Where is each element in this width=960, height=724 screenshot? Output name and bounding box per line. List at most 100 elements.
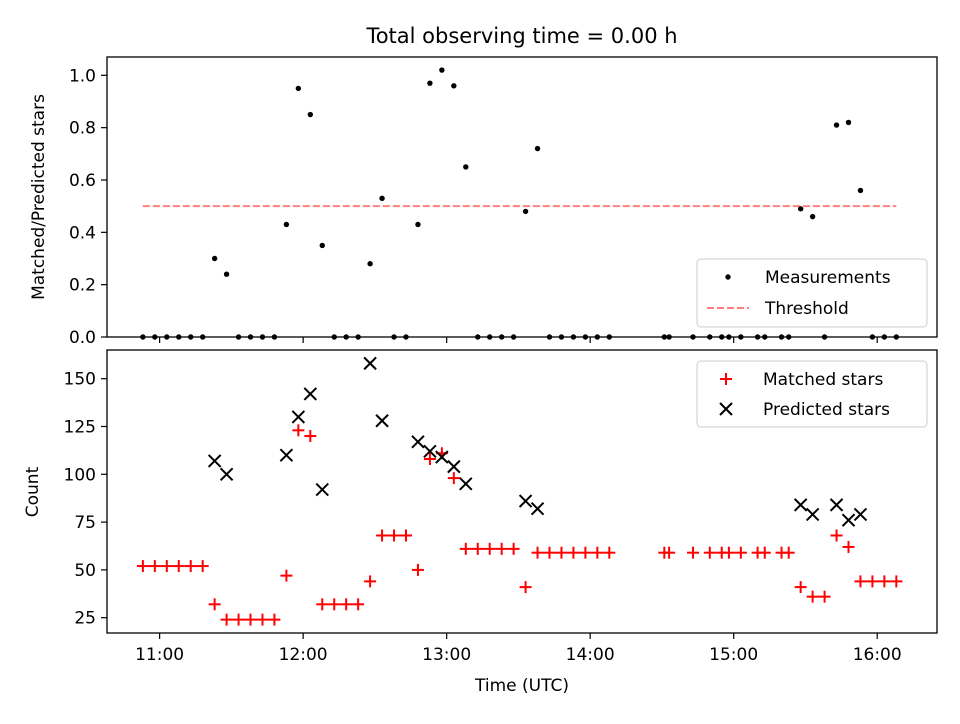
measurement-point: [176, 334, 182, 340]
measurement-point: [690, 334, 696, 340]
measurement-point: [821, 334, 828, 340]
predicted-star-point: [829, 498, 844, 512]
matched-star-point: [567, 546, 580, 559]
measurement-point: [427, 80, 433, 86]
matched-star-point: [256, 613, 269, 626]
matched-star-point: [208, 598, 221, 611]
top-y-axis-label: Matched/Predicted stars: [29, 94, 49, 300]
legend-measurements-label: Measurements: [765, 268, 891, 288]
x-tick-label-2: 13:00: [422, 645, 471, 665]
bottom-y-tick-label-0: 25: [74, 609, 96, 629]
bottom-y-tick-label-1: 50: [74, 561, 96, 581]
matched-star-point: [388, 529, 401, 542]
matched-star-point: [328, 598, 341, 611]
matched-star-point: [842, 540, 855, 553]
predicted-star-point: [315, 482, 329, 497]
matched-star-point: [519, 581, 532, 594]
measurement-point: [719, 334, 725, 340]
matched-star-point: [376, 529, 389, 542]
top-y-tick-label-2: 0.4: [69, 223, 96, 243]
measurements-points: [140, 67, 900, 340]
matched-star-point: [340, 598, 353, 611]
measurement-point: [661, 334, 668, 340]
measurement-point: [534, 145, 541, 152]
measurement-point: [558, 334, 565, 340]
measurement-point: [403, 334, 409, 340]
matched-star-point: [734, 546, 747, 559]
measurement-point: [451, 83, 457, 89]
legend-matched-label: Matched stars: [763, 370, 883, 390]
measurement-point: [211, 255, 218, 262]
measurement-point: [140, 334, 146, 340]
measurement-point: [475, 334, 481, 340]
measurement-point: [307, 111, 314, 118]
predicted-stars-points: [207, 356, 868, 527]
predicted-star-point: [805, 507, 820, 522]
measurement-point: [738, 334, 744, 340]
matched-star-point: [555, 546, 568, 559]
measurement-point: [343, 334, 349, 340]
chart-title: Total observing time = 0.00 h: [365, 24, 677, 48]
matched-star-point: [531, 546, 544, 559]
measurement-point: [606, 334, 613, 340]
legend-threshold-label: Threshold: [764, 299, 849, 319]
predicted-star-point: [363, 356, 377, 371]
bottom-legend-box: [696, 360, 928, 428]
predicted-star-point: [279, 448, 294, 462]
measurement-point: [319, 242, 325, 249]
matched-star-point: [483, 542, 496, 555]
matched-star-point: [423, 452, 436, 465]
matched-star-point: [703, 546, 716, 559]
predicted-star-point: [459, 477, 473, 491]
matched-star-point: [471, 542, 484, 555]
bottom-y-tick-label-5: 150: [64, 370, 96, 390]
predicted-star-point: [530, 502, 545, 516]
measurement-point: [833, 122, 840, 128]
matched-stars-points: [136, 424, 903, 626]
predicted-star-point: [435, 450, 449, 464]
matched-star-point: [304, 430, 317, 443]
measurement-point: [283, 221, 290, 228]
matched-star-point: [830, 529, 843, 542]
predicted-star-point: [853, 507, 868, 522]
bottom-y-tick-label-3: 100: [64, 465, 96, 485]
measurement-point: [199, 334, 206, 340]
top-plot: 0.0 0.2 0.4 0.6 0.8 1.0 Matched/Predicted sta…: [29, 56, 938, 348]
predicted-star-point: [207, 454, 222, 468]
matched-star-point: [591, 546, 604, 559]
legend-matched-marker: [720, 373, 732, 385]
matched-star-point: [268, 613, 281, 626]
measurement-point: [355, 334, 361, 340]
legend-predicted-label: Predicted stars: [763, 400, 890, 420]
top-legend: Measurements Threshold: [696, 258, 928, 328]
bottom-y-ticks: 25 50 75 100 125 150: [64, 370, 107, 629]
measurement-point: [152, 334, 158, 340]
top-y-tick-label-5: 1.0: [69, 66, 96, 86]
measurement-point: [666, 334, 672, 340]
predicted-star-point: [291, 410, 306, 424]
matched-star-point: [160, 560, 173, 573]
measurement-point: [379, 195, 385, 202]
measurement-point: [845, 119, 852, 126]
legend-predicted-marker: [719, 402, 733, 416]
measurement-point: [487, 334, 493, 340]
measurement-point: [498, 334, 505, 340]
measurement-point: [893, 334, 900, 340]
matched-star-point: [232, 613, 245, 626]
measurement-point: [762, 334, 768, 340]
top-y-tick-label-1: 0.2: [69, 276, 96, 296]
measurement-point: [546, 334, 553, 340]
matched-star-point: [890, 575, 903, 588]
top-plot-frame: [106, 56, 938, 338]
measurement-point: [594, 334, 601, 340]
measurement-point: [247, 334, 254, 340]
matched-star-point: [722, 546, 735, 559]
top-y-tick-label-3: 0.6: [69, 171, 96, 191]
measurement-point: [164, 334, 170, 340]
matched-star-point: [507, 542, 520, 555]
measurement-point: [295, 85, 302, 92]
bottom-x-ticks: 11:00 12:00 13:00 14:00 15:00 16:00: [135, 633, 902, 665]
matched-star-point: [495, 542, 508, 555]
bottom-plot: 25 50 75 100 125 150 11:00 12:00 13:00 14:00 15:0…: [23, 349, 938, 696]
